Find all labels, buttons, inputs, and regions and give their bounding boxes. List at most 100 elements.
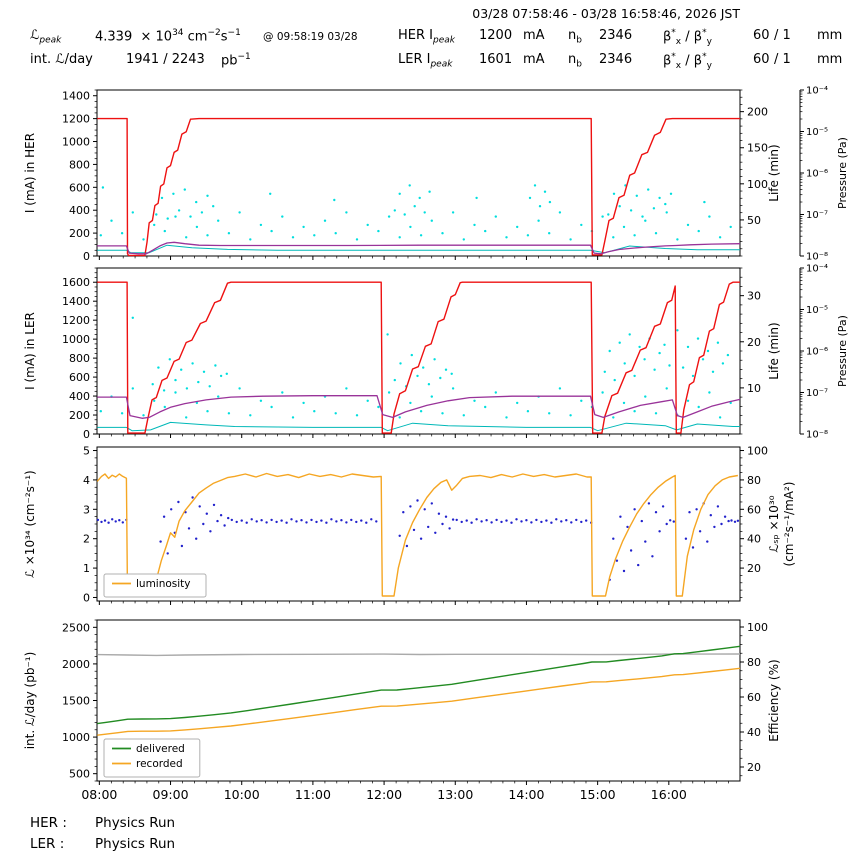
ler-beam-pressure-axis: 10⁻⁴ 10⁻⁵ 10⁻⁶ 10⁻⁷ 10⁻⁸ Pressure (Pa) bbox=[799, 264, 849, 441]
svg-text:1000: 1000 bbox=[62, 333, 90, 346]
integrated-luminosity-legend: delivered recorded bbox=[103, 738, 201, 778]
her-current bbox=[97, 117, 740, 257]
ler-run-mode-value: Physics Run bbox=[95, 836, 176, 852]
beta-label-1: β*x / β*y bbox=[663, 28, 712, 47]
svg-text:10⁻⁵: 10⁻⁵ bbox=[806, 127, 828, 138]
svg-text:20: 20 bbox=[747, 336, 761, 349]
svg-text:1400: 1400 bbox=[62, 295, 90, 308]
svg-text:14:00: 14:00 bbox=[508, 787, 544, 802]
svg-text:16:00: 16:00 bbox=[651, 787, 687, 802]
svg-text:10⁻⁷: 10⁻⁷ bbox=[806, 210, 828, 221]
ler-ipeak-value: 1601 bbox=[479, 52, 513, 67]
nb-value-1: 2346 bbox=[599, 28, 633, 43]
her-beam-y-axis-right: 50 100 150 200 Life (min) bbox=[740, 89, 781, 257]
svg-text:100: 100 bbox=[747, 178, 768, 191]
intlum-value: 1941 / 2243 bbox=[126, 52, 205, 67]
svg-text:delivered: delivered bbox=[136, 743, 185, 755]
svg-text:600: 600 bbox=[69, 181, 90, 194]
svg-text:800: 800 bbox=[69, 158, 90, 171]
svg-text:10⁻⁸: 10⁻⁸ bbox=[806, 430, 828, 441]
svg-text:recorded: recorded bbox=[136, 758, 183, 770]
svg-text:600: 600 bbox=[69, 371, 90, 384]
svg-text:400: 400 bbox=[69, 390, 90, 403]
her-pressure-line bbox=[97, 244, 740, 254]
svg-text:10: 10 bbox=[747, 382, 761, 395]
ler-pressure-line bbox=[97, 421, 740, 432]
beta-value-2: 60 bbox=[753, 52, 770, 67]
svg-text:Pressure (Pa): Pressure (Pa) bbox=[836, 315, 849, 387]
svg-text:100: 100 bbox=[747, 621, 768, 634]
svg-text:10⁻⁴: 10⁻⁴ bbox=[806, 86, 828, 97]
nb-value-2: 2346 bbox=[599, 52, 633, 67]
ler-current-panel: 0 200 400 600 800 1000 1200 1400 1600 I (mA) in L… bbox=[23, 264, 849, 441]
beta-value-1: 60 bbox=[753, 28, 770, 43]
her-ipeak-unit: mA bbox=[523, 28, 545, 43]
integrated-luminosity-panel: 08:00 09:00 10:00 11:00 12:00 13:00 14:00 15:00… bbox=[23, 619, 781, 802]
ler-beam-frame bbox=[96, 267, 741, 435]
ler-beam-y-axis-right: 10 20 30 Life (min) bbox=[740, 267, 781, 435]
svg-text:15:00: 15:00 bbox=[580, 787, 616, 802]
svg-text:1200: 1200 bbox=[62, 113, 90, 126]
ler-pressure-dots bbox=[99, 316, 732, 419]
intlum-unit: pb−1 bbox=[221, 52, 251, 69]
svg-text:400: 400 bbox=[69, 204, 90, 217]
svg-text:ℒₛₚ ×10³⁰: ℒₛₚ ×10³⁰ bbox=[767, 495, 781, 552]
ler-run-mode-label: LER : bbox=[30, 836, 65, 852]
beta-unit-2: mm bbox=[817, 52, 843, 67]
ler-beam-y-axis-left: 0 200 400 600 800 1000 1200 1400 1600 I (mA) in L… bbox=[23, 267, 97, 441]
svg-text:800: 800 bbox=[69, 352, 90, 365]
lpeak-value: 4.339 × 1034 cm−2s−1 bbox=[95, 28, 241, 45]
nb-label-1: nb bbox=[568, 28, 582, 46]
svg-text:0: 0 bbox=[83, 250, 90, 263]
lpeak-at-time: @ 09:58:19 03/28 bbox=[263, 31, 358, 43]
svg-text:200: 200 bbox=[747, 106, 768, 119]
svg-text:1000: 1000 bbox=[62, 731, 90, 744]
svg-text:Pressure (Pa): Pressure (Pa) bbox=[836, 137, 849, 209]
svg-text:200: 200 bbox=[69, 227, 90, 240]
svg-text:40: 40 bbox=[747, 533, 761, 546]
her-beam-frame bbox=[96, 89, 741, 257]
svg-text:10⁻⁵: 10⁻⁵ bbox=[806, 305, 828, 316]
her-beam-pressure-axis: 10⁻⁴ 10⁻⁵ 10⁻⁶ 10⁻⁷ 10⁻⁸ Pressure (Pa) bbox=[799, 86, 849, 263]
svg-text:0: 0 bbox=[83, 591, 90, 604]
svg-text:Efficiency (%): Efficiency (%) bbox=[767, 659, 781, 741]
ler-lifetime bbox=[97, 395, 741, 419]
svg-text:Life (min): Life (min) bbox=[767, 144, 781, 201]
specific-luminosity-dots bbox=[96, 496, 740, 581]
ler-current bbox=[97, 281, 740, 434]
svg-text:150: 150 bbox=[747, 142, 768, 155]
svg-text:100: 100 bbox=[747, 445, 768, 458]
svg-text:1000: 1000 bbox=[62, 136, 90, 149]
efficiency-line bbox=[97, 653, 741, 657]
her-beam-y-axis-left: 0 200 400 600 800 1000 1200 1400 I (mA) in HER bbox=[23, 89, 97, 263]
svg-text:10⁻⁷: 10⁻⁷ bbox=[806, 388, 828, 399]
svg-text:10:00: 10:00 bbox=[224, 787, 260, 802]
ler-ipeak-label: LER Ipeak bbox=[398, 52, 453, 70]
nb-label-2: nb bbox=[568, 52, 582, 70]
svg-text:10⁻⁴: 10⁻⁴ bbox=[806, 264, 828, 275]
svg-text:2: 2 bbox=[83, 533, 90, 546]
svg-text:5: 5 bbox=[83, 445, 90, 458]
luminosity-line bbox=[96, 472, 739, 597]
svg-text:20: 20 bbox=[747, 562, 761, 575]
her-lifetime bbox=[97, 241, 741, 255]
her-run-mode-value: Physics Run bbox=[95, 815, 176, 831]
delivered-line bbox=[97, 645, 741, 725]
svg-text:I (mA) in LER: I (mA) in LER bbox=[23, 312, 37, 390]
svg-text:80: 80 bbox=[747, 656, 761, 669]
lpeak-label: ℒpeak bbox=[30, 28, 62, 46]
svg-text:60: 60 bbox=[747, 691, 761, 704]
beta-label-2: β*x / β*y bbox=[663, 52, 712, 71]
svg-text:80: 80 bbox=[747, 474, 761, 487]
svg-text:12:00: 12:00 bbox=[366, 787, 402, 802]
svg-text:09:00: 09:00 bbox=[153, 787, 189, 802]
svg-text:1500: 1500 bbox=[62, 695, 90, 708]
luminosity-legend: luminosity bbox=[103, 573, 207, 598]
beta-ratio-2: / 1 bbox=[774, 52, 791, 67]
svg-text:1200: 1200 bbox=[62, 314, 90, 327]
svg-text:30: 30 bbox=[747, 290, 761, 303]
svg-text:int. ℒ/day (pb⁻¹): int. ℒ/day (pb⁻¹) bbox=[23, 652, 37, 750]
her-pressure-dots bbox=[99, 184, 732, 241]
intlum-label: int. ℒ/day bbox=[30, 52, 93, 67]
